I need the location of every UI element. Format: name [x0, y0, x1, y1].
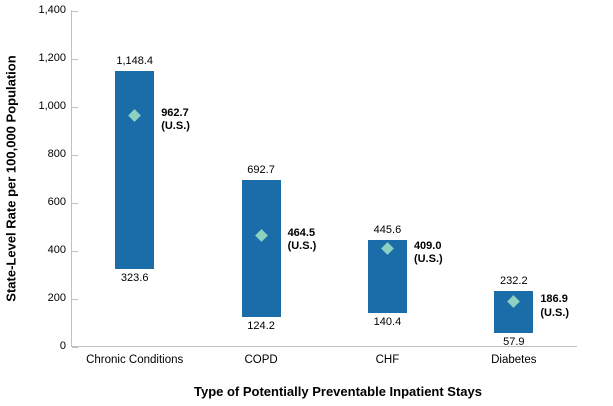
- us-rate-suffix: (U.S.): [540, 306, 570, 319]
- y-tick-label: 400: [47, 244, 66, 256]
- bar-max-label: 1,148.4: [116, 54, 154, 67]
- range-bar: [241, 180, 281, 317]
- y-tick-mark: [72, 298, 78, 300]
- category-label: COPD: [244, 354, 278, 366]
- bar-min-label: 140.4: [373, 315, 402, 328]
- category-label: Chronic Conditions: [86, 354, 184, 366]
- y-tick-mark: [72, 10, 78, 12]
- y-tick-mark: [72, 154, 78, 156]
- us-rate-value: 409.0: [413, 239, 442, 252]
- us-rate-label: 186.9 (U.S.): [540, 293, 569, 320]
- us-rate-label: 464.5 (U.S.): [288, 227, 317, 254]
- x-axis-title: Type of Potentially Preventable Inpatien…: [194, 384, 482, 399]
- y-tick-mark: [72, 250, 78, 252]
- y-tick-mark: [72, 106, 78, 108]
- bar-min-label: 57.9: [503, 335, 525, 348]
- y-tick-mark: [72, 58, 78, 60]
- category-label: Diabetes: [491, 354, 537, 366]
- us-rate-label: 962.7 (U.S.): [161, 107, 190, 134]
- y-tick-label: 1,000: [38, 100, 66, 112]
- bar-min-label: 323.6: [120, 271, 149, 284]
- us-rate-value: 962.7: [161, 106, 189, 119]
- y-tick-label: 1,400: [38, 4, 66, 16]
- bar-max-label: 445.6: [373, 223, 402, 236]
- y-tick-mark: [72, 202, 78, 204]
- y-tick-label: 0: [59, 340, 66, 352]
- us-rate-suffix: (U.S.): [287, 240, 317, 253]
- plot-area: [71, 10, 577, 347]
- y-tick-label: 600: [47, 196, 66, 208]
- range-bar: [115, 70, 155, 269]
- us-rate-suffix: (U.S.): [413, 253, 443, 266]
- us-rate-value: 464.5: [287, 226, 316, 239]
- y-tick-label: 1,200: [38, 52, 66, 64]
- y-tick-label: 800: [47, 148, 66, 160]
- y-tick-label: 200: [47, 292, 66, 304]
- us-rate-value: 186.9: [540, 293, 568, 306]
- bar-max-label: 232.2: [500, 274, 528, 287]
- bar-max-label: 692.7: [247, 164, 275, 177]
- us-rate-suffix: (U.S.): [161, 120, 190, 133]
- us-rate-label: 409.0 (U.S.): [414, 240, 443, 267]
- category-label: CHF: [375, 354, 400, 366]
- bar-min-label: 124.2: [247, 319, 275, 332]
- y-tick-mark: [72, 346, 78, 348]
